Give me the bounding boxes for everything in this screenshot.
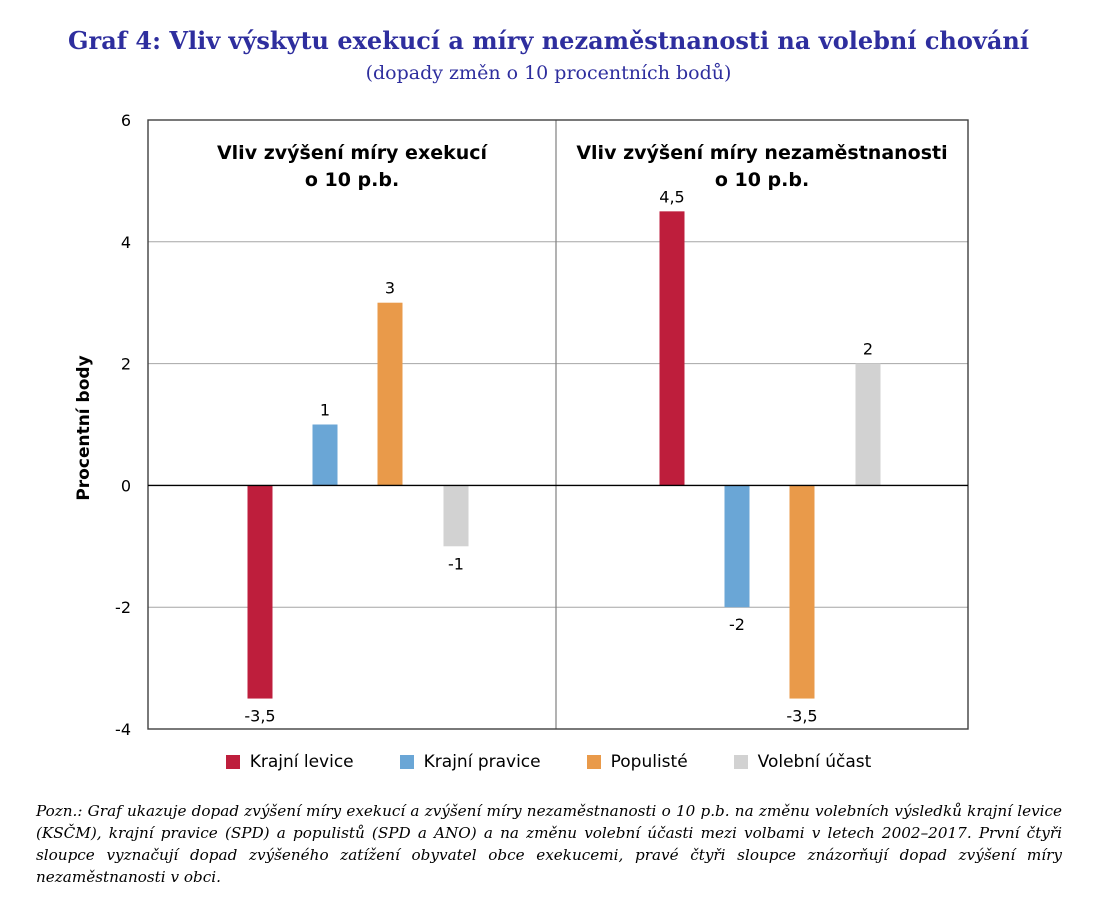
data-label-panel2-2: -2 (729, 615, 745, 634)
legend-swatch-krajni-pravice (399, 755, 414, 769)
y-tick-label: 0 (121, 476, 131, 495)
legend-item-populiste: Populisté (586, 752, 688, 772)
panel-title-executions: Vliv zvýšení míry exekucí o 10 p.b. (148, 140, 556, 194)
panel-title-unemployment-line1: Vliv zvýšení míry nezaměstnanosti (576, 142, 948, 164)
chart-legend: Krajní levice Krajní pravice Populisté V… (0, 752, 1097, 772)
chart-title: Graf 4: Vliv výskytu exekucí a míry neza… (68, 26, 1029, 55)
panel-title-executions-line2: o 10 p.b. (304, 169, 400, 191)
data-label-panel2-1: 4,5 (659, 187, 684, 206)
data-label-panel1-3: 3 (385, 279, 395, 298)
y-tick-label: -2 (115, 598, 131, 617)
y-tick-label: -4 (115, 720, 131, 739)
legend-label-krajni-levice: Krajní levice (249, 752, 354, 772)
data-label-panel2-4: 2 (863, 340, 873, 359)
y-tick-label: 4 (121, 233, 131, 252)
bar-panel2-2 (724, 485, 750, 608)
legend-item-krajni-pravice: Krajní pravice (399, 752, 541, 772)
bar-panel1-1 (247, 485, 273, 699)
legend-label-krajni-pravice: Krajní pravice (423, 752, 541, 772)
legend-item-volebni-ucast: Volební účast (733, 752, 872, 772)
bar-panel1-3 (377, 302, 403, 486)
y-tick-label: 2 (121, 355, 131, 374)
footnote: Pozn.: Graf ukazuje dopad zvýšení míry e… (36, 802, 1062, 886)
chart-subtitle: (dopady změn o 10 procentních bodů) (365, 62, 732, 84)
bar-panel2-4 (855, 363, 881, 486)
legend-swatch-populiste (586, 755, 601, 769)
legend-swatch-volebni-ucast (733, 755, 748, 769)
y-tick-label: 6 (121, 111, 131, 130)
data-label-panel1-1: -3,5 (244, 707, 275, 726)
panel-title-unemployment-line2: o 10 p.b. (714, 169, 810, 191)
legend-label-volebni-ucast: Volební účast (757, 752, 872, 772)
bar-panel2-3 (789, 485, 815, 699)
legend-item-krajni-levice: Krajní levice (225, 752, 354, 772)
bar-panel1-4 (443, 485, 469, 547)
data-label-panel2-3: -3,5 (786, 707, 817, 726)
y-axis-label: Procentní body (74, 355, 94, 501)
bar-panel2-1 (659, 211, 685, 486)
data-label-panel1-2: 1 (320, 401, 330, 420)
data-label-panel1-4: -1 (448, 554, 464, 573)
legend-swatch-krajni-levice (225, 755, 240, 769)
panel-title-executions-line1: Vliv zvýšení míry exekucí (216, 142, 488, 164)
plot-frame (147, 119, 969, 730)
panel-title-unemployment: Vliv zvýšení míry nezaměstnanosti o 10 p… (556, 140, 968, 194)
bar-panel1-2 (312, 424, 338, 486)
legend-label-populiste: Populisté (610, 752, 688, 772)
